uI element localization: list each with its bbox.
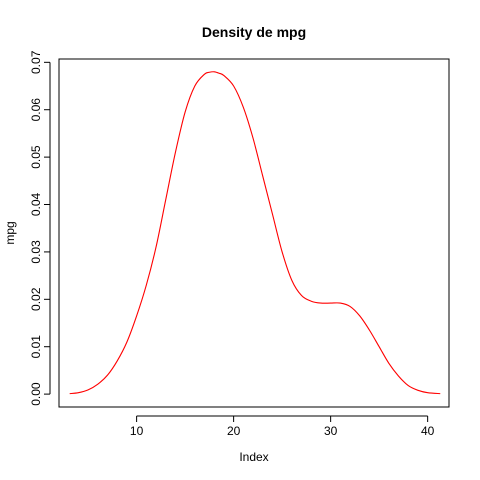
x-axis: 10 20 30 40 <box>130 415 435 438</box>
plot-frame <box>58 58 450 408</box>
y-tick-label: 0.05 <box>29 145 43 169</box>
x-axis-label: Index <box>239 450 268 464</box>
y-tick-label: 0.01 <box>29 335 43 359</box>
y-tick-label: 0.03 <box>29 240 43 264</box>
x-tick-label: 10 <box>130 424 144 438</box>
y-axis-label: mpg <box>3 221 17 244</box>
y-tick-label: 0.04 <box>29 193 43 217</box>
x-tick-label: 40 <box>421 424 435 438</box>
y-axis: 0.00 0.01 0.02 0.03 0.04 0.05 0.06 0.07 <box>29 50 51 406</box>
x-tick-label: 30 <box>324 424 338 438</box>
density-curve <box>69 71 441 395</box>
chart-title: Density de mpg <box>202 24 306 40</box>
y-tick-label: 0.02 <box>29 287 43 311</box>
x-tick-label: 20 <box>227 424 241 438</box>
y-tick-label: 0.00 <box>29 382 43 406</box>
y-tick-label: 0.07 <box>29 50 43 74</box>
y-tick-label: 0.06 <box>29 98 43 122</box>
